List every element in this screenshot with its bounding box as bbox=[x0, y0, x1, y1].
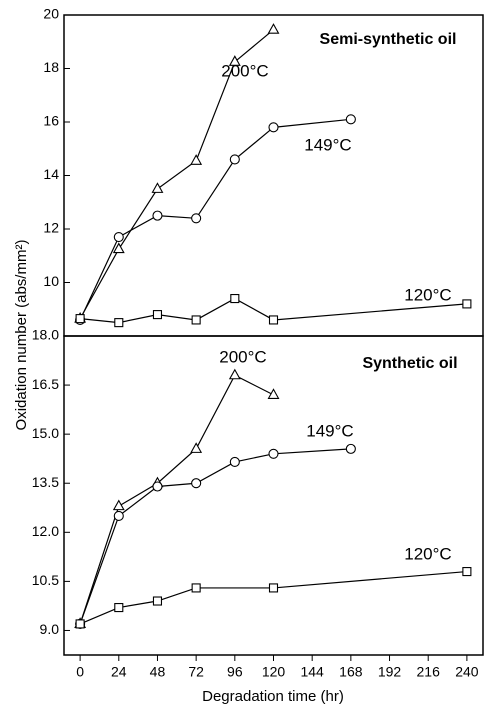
series-line bbox=[79, 448, 351, 625]
marker bbox=[191, 478, 202, 489]
marker bbox=[152, 481, 163, 492]
y-tick-label: 10.5 bbox=[32, 572, 59, 588]
marker bbox=[113, 231, 124, 243]
marker bbox=[114, 318, 124, 328]
x-tick-label: 216 bbox=[417, 664, 441, 680]
series-label: 149°C bbox=[304, 135, 351, 154]
x-tick-label: 144 bbox=[300, 664, 324, 680]
series-label: 120°C bbox=[404, 285, 451, 304]
marker bbox=[75, 314, 85, 324]
marker bbox=[114, 603, 124, 613]
x-tick-label: 96 bbox=[227, 664, 243, 680]
series-label: 200°C bbox=[221, 61, 268, 80]
y-axis-label: Oxidation number (abs/mm²) bbox=[13, 240, 30, 431]
marker bbox=[228, 368, 241, 380]
y-tick-label: 9.0 bbox=[40, 621, 60, 637]
series-line bbox=[79, 29, 274, 319]
marker bbox=[230, 293, 240, 304]
marker bbox=[267, 388, 280, 399]
y-tick-label: 16 bbox=[43, 113, 59, 129]
marker bbox=[152, 310, 163, 320]
y-tick-label: 16.5 bbox=[32, 376, 59, 392]
x-tick-label: 72 bbox=[188, 664, 204, 680]
y-tick-label: 15.0 bbox=[32, 425, 59, 441]
x-tick-label: 168 bbox=[339, 664, 363, 680]
marker bbox=[228, 55, 241, 66]
plot-frame bbox=[63, 335, 484, 656]
marker bbox=[345, 114, 356, 125]
x-tick-label: 48 bbox=[150, 664, 166, 680]
y-tick-label: 14 bbox=[43, 166, 59, 182]
marker bbox=[152, 210, 163, 221]
series-label: 200°C bbox=[219, 347, 266, 366]
x-tick-label: 0 bbox=[76, 664, 84, 680]
marker bbox=[268, 583, 279, 593]
marker bbox=[268, 122, 279, 133]
series-line bbox=[79, 570, 467, 625]
marker bbox=[151, 182, 164, 193]
marker bbox=[190, 442, 203, 453]
x-tick-label: 24 bbox=[111, 664, 127, 680]
marker bbox=[191, 315, 201, 325]
marker bbox=[229, 456, 240, 468]
marker bbox=[191, 213, 202, 224]
y-tick-label: 18 bbox=[43, 59, 59, 75]
x-tick-label: 192 bbox=[378, 664, 402, 680]
panel-title: Synthetic oil bbox=[362, 355, 457, 372]
y-tick-label: 20 bbox=[43, 6, 59, 22]
marker bbox=[191, 583, 201, 593]
marker bbox=[462, 567, 472, 577]
series-line bbox=[79, 374, 274, 625]
y-tick-label: 13.5 bbox=[32, 474, 59, 490]
y-tick-label: 10 bbox=[43, 273, 59, 289]
marker bbox=[345, 443, 356, 454]
marker bbox=[462, 299, 472, 309]
y-tick-label: 18.0 bbox=[32, 327, 59, 343]
marker bbox=[75, 619, 85, 629]
marker bbox=[190, 154, 203, 165]
marker bbox=[268, 448, 279, 459]
x-tick-label: 120 bbox=[262, 664, 286, 680]
marker bbox=[113, 510, 124, 521]
marker bbox=[112, 499, 125, 511]
x-tick-label: 240 bbox=[455, 664, 479, 680]
marker bbox=[267, 23, 280, 34]
marker bbox=[268, 315, 279, 325]
y-tick-label: 12 bbox=[43, 220, 59, 236]
series-label: 120°C bbox=[404, 544, 451, 563]
x-axis-label: Degradation time (hr) bbox=[202, 688, 344, 705]
panel-title: Semi-synthetic oil bbox=[320, 31, 457, 48]
marker bbox=[112, 242, 125, 254]
marker bbox=[229, 154, 240, 165]
marker bbox=[152, 596, 163, 606]
y-tick-label: 12.0 bbox=[32, 523, 59, 539]
series-label: 149°C bbox=[306, 421, 353, 440]
